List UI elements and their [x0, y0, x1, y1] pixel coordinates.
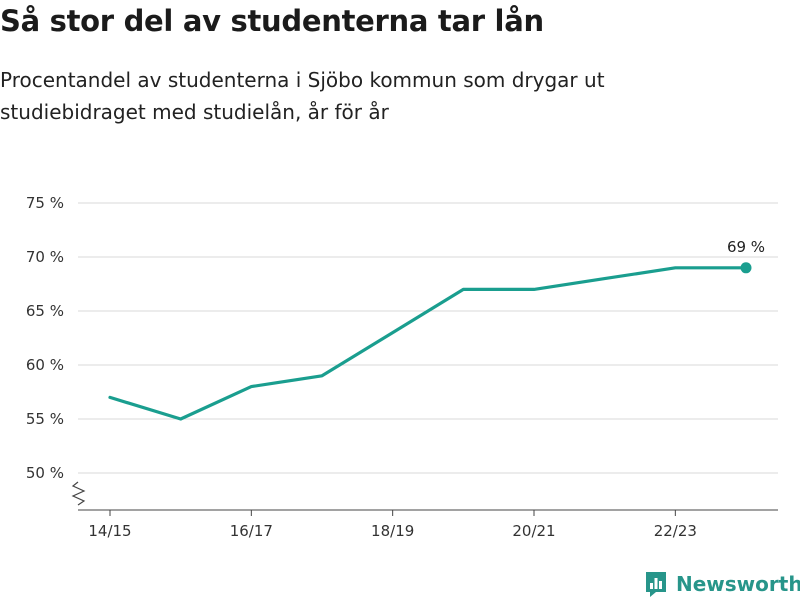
series-layer	[108, 262, 752, 421]
x-tick-label: 20/21	[512, 522, 555, 540]
x-axis	[71, 481, 778, 511]
x-tick-label: 16/17	[230, 522, 273, 540]
series-line	[108, 266, 748, 421]
y-tick-label: 50 %	[26, 464, 64, 482]
y-tick-label: 55 %	[26, 410, 64, 428]
x-tick-label: 14/15	[88, 522, 131, 540]
chart-subtitle: Procentandel av studenterna i Sjöbo komm…	[0, 68, 605, 124]
last-point-label: 69 %	[727, 238, 765, 256]
x-tick-label: 18/19	[371, 522, 414, 540]
newsworthy-brand: Newsworthy	[644, 570, 800, 598]
data-labels: 69 %	[727, 238, 765, 256]
axis-break-icon	[71, 481, 86, 506]
y-axis-ticks: 50 % 55 % 60 % 65 % 70 % 75 %	[26, 194, 64, 482]
y-tick-label: 70 %	[26, 248, 64, 266]
y-tick-label: 65 %	[26, 302, 64, 320]
x-axis-ticks: 14/15 16/17 18/19 20/21 22/23	[88, 510, 697, 540]
line-chart: 50 % 55 % 60 % 65 % 70 % 75 % 14/15 16/17 18/19…	[26, 194, 778, 540]
gridlines	[78, 202, 778, 474]
y-tick-label: 75 %	[26, 194, 64, 212]
newsworthy-logo-icon	[646, 572, 666, 597]
last-point-marker	[740, 262, 752, 274]
brand-name: Newsworthy	[676, 572, 800, 596]
y-tick-label: 60 %	[26, 356, 64, 374]
chart-title: Så stor del av studenterna tar lån	[0, 4, 544, 38]
x-tick-label: 22/23	[654, 522, 697, 540]
